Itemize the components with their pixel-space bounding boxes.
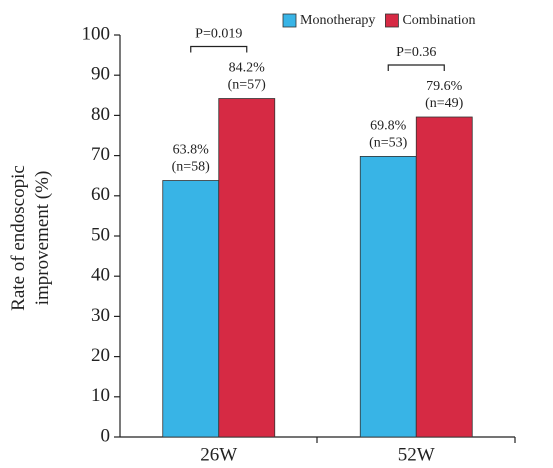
y-tick-label: 20 xyxy=(91,345,110,366)
y-tick-label: 60 xyxy=(91,184,110,205)
legend-label: Combination xyxy=(402,13,475,28)
n-label: (n=57) xyxy=(228,78,267,93)
value-label: 69.8% xyxy=(370,119,407,134)
y-tick-label: 50 xyxy=(91,224,110,245)
n-label: (n=58) xyxy=(172,160,211,175)
y-axis-label-line: improvement (%) xyxy=(32,171,53,306)
y-tick-label: 100 xyxy=(82,23,111,44)
legend-label: Monotherapy xyxy=(300,13,375,28)
p-value: P=0.019 xyxy=(195,27,242,42)
y-tick-label: 10 xyxy=(91,385,110,406)
y-axis-label: Rate of endoscopic improvement (%) xyxy=(8,165,53,311)
y-tick-label: 40 xyxy=(91,265,110,286)
value-label: 84.2% xyxy=(229,61,266,76)
x-tick-label: 52W xyxy=(398,444,435,465)
y-tick-label: 80 xyxy=(91,104,110,125)
y-axis-label-line: Rate of endoscopic xyxy=(8,165,29,311)
legend-swatch xyxy=(282,13,297,28)
p-bracket xyxy=(387,64,445,72)
legend-swatch xyxy=(385,13,399,28)
bar xyxy=(162,180,220,438)
n-label: (n=53) xyxy=(369,136,408,151)
n-label: (n=49) xyxy=(425,96,464,111)
x-tick-label: 26W xyxy=(200,444,237,465)
bar xyxy=(415,116,473,438)
bar xyxy=(218,98,276,438)
value-label: 63.8% xyxy=(173,143,210,158)
y-tick-label: 30 xyxy=(91,305,110,326)
bar xyxy=(359,156,417,438)
value-label: 79.6% xyxy=(426,79,463,94)
p-bracket xyxy=(190,45,248,53)
y-tick-label: 0 xyxy=(101,425,111,446)
y-tick-label: 70 xyxy=(91,144,110,165)
y-tick-label: 90 xyxy=(91,64,110,85)
p-value: P=0.36 xyxy=(396,45,436,60)
